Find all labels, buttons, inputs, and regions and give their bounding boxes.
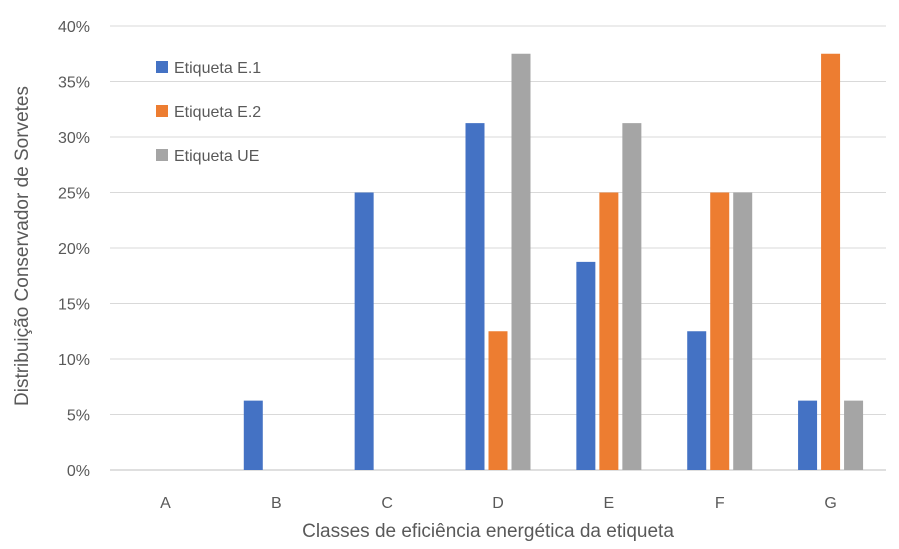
legend-swatch [156,61,168,73]
y-tick-label: 25% [58,186,90,203]
bar-B-series-1 [243,400,263,470]
y-tick-label: 0% [67,463,90,480]
y-tick-label: 35% [58,75,90,92]
x-tick-label: B [271,495,282,512]
y-tick-label: 20% [58,241,90,258]
x-tick-label: D [492,495,504,512]
x-tick-label: E [604,495,615,512]
legend-label: Etiqueta E.2 [174,104,261,121]
y-tick-label: 30% [58,130,90,147]
bar-G-series-1 [798,400,818,470]
x-axis-ticks: A B C D E F G [160,495,837,512]
y-tick-label: 10% [58,352,90,369]
y-axis-ticks: 0% 5% 10% 15% 20% 25% 30% 35% 40% [58,19,90,480]
bar-G-series-2 [821,53,841,470]
x-tick-label: G [824,495,836,512]
x-tick-label: A [160,495,171,512]
legend-swatch [156,105,168,117]
bar-D-series-3 [511,53,531,470]
x-tick-label: C [381,495,393,512]
legend-label: Etiqueta UE [174,148,259,165]
y-tick-label: 40% [58,19,90,36]
bar-E-series-1 [576,261,596,470]
y-tick-label: 5% [67,408,90,425]
bar-F-series-2 [710,192,730,470]
bar-F-series-1 [687,331,707,470]
bar-E-series-3 [622,123,642,470]
legend: Etiqueta E.1 Etiqueta E.2 Etiqueta UE [156,60,261,165]
y-tick-label: 15% [58,297,90,314]
bar-G-series-3 [844,400,864,470]
bar-C-series-1 [354,192,374,470]
x-tick-label: F [715,495,725,512]
bar-D-series-2 [488,331,508,470]
bar-E-series-2 [599,192,619,470]
x-axis-title: Classes de eficiência energética da etiq… [302,521,674,542]
legend-label: Etiqueta E.1 [174,60,261,77]
bars [243,53,864,470]
legend-swatch [156,149,168,161]
bar-F-series-3 [733,192,753,470]
y-axis-title: Distribuição Conservador de Sorvetes [12,86,33,406]
bar-D-series-1 [465,123,485,470]
gridlines [110,25,886,471]
